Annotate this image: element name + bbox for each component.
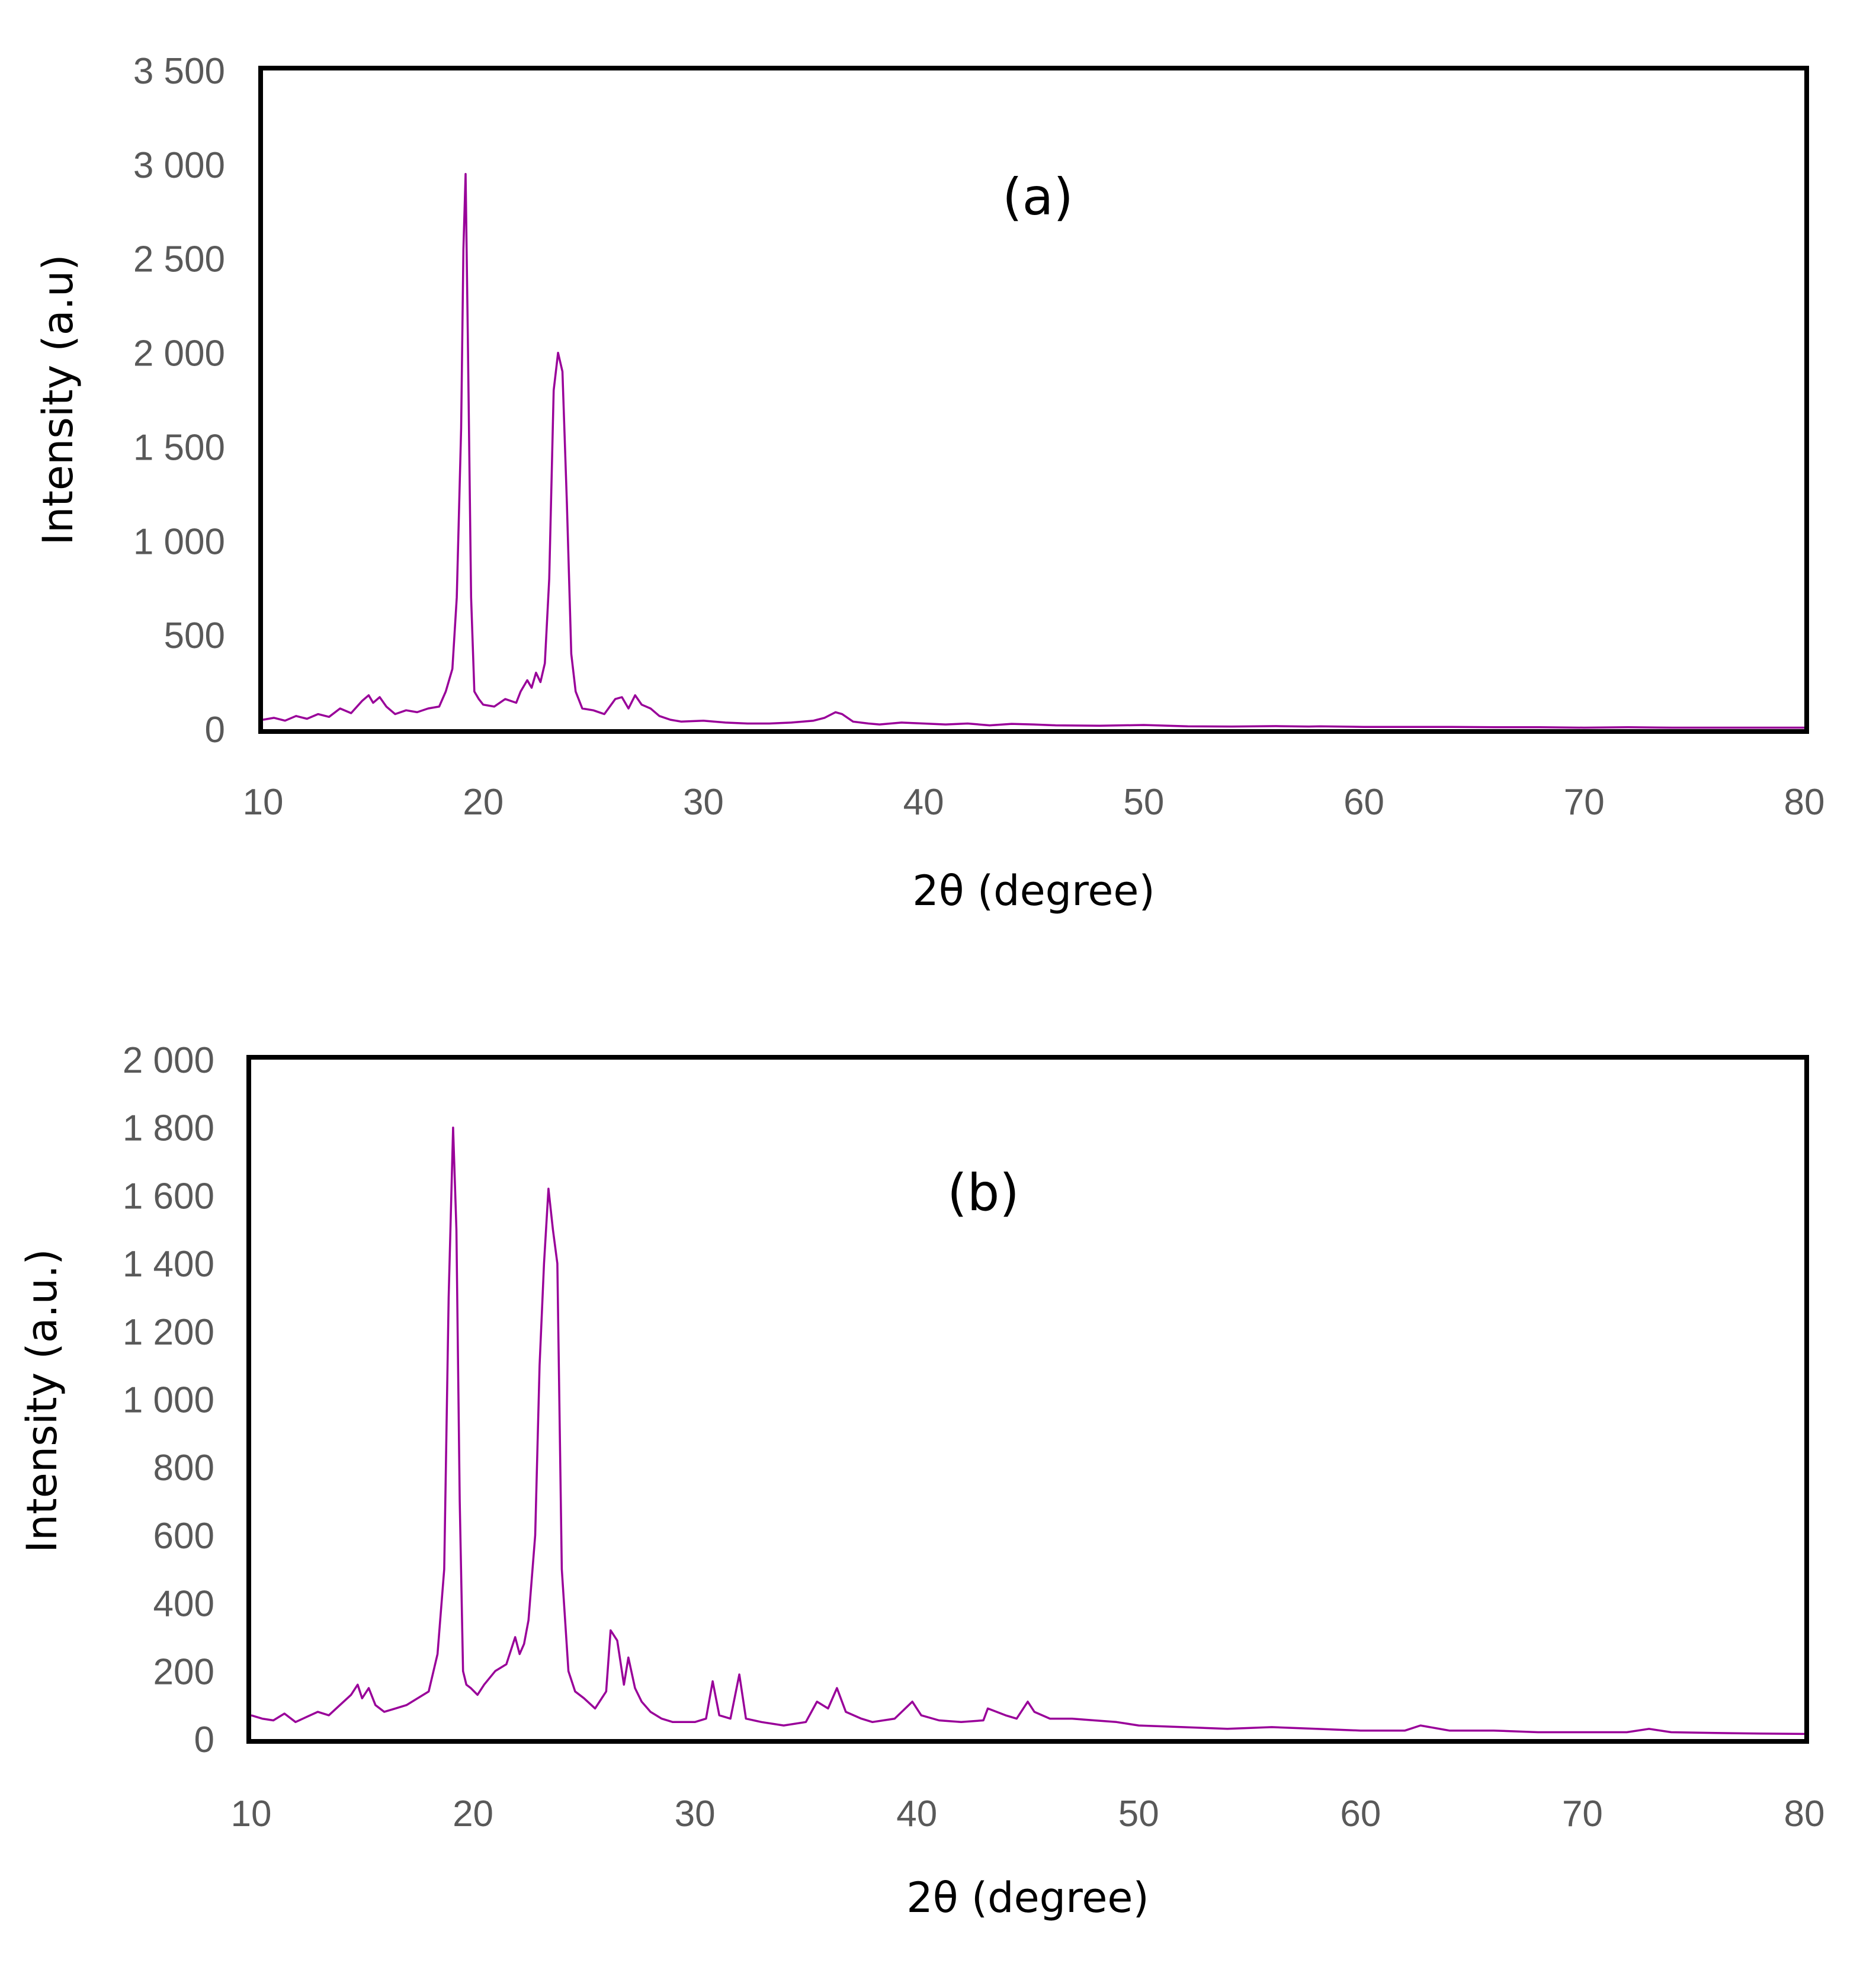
x-axis-label-b: 2θ (degree) bbox=[906, 1873, 1149, 1922]
y-tick-labels-b: 0 200 400 600 800 1 000 1 200 1 400 1 600 1 800 2 … bbox=[123, 1040, 214, 1760]
y-tick-label-b: 0 bbox=[194, 1719, 214, 1760]
x-axis-label-a: 2θ (degree) bbox=[912, 867, 1155, 915]
plot-frame-a bbox=[258, 66, 1809, 734]
x-tick-labels-a: 10 20 30 40 50 60 70 80 bbox=[243, 782, 1825, 823]
series-line-a bbox=[262, 172, 1804, 729]
x-tick-label-b: 70 bbox=[1562, 1794, 1603, 1834]
y-tick-label-b: 200 bbox=[153, 1651, 214, 1692]
panel-a: 0 500 1 000 1 500 2 000 2 500 3 000 3 500 10 20 3… bbox=[34, 51, 1824, 915]
x-tick-label-b: 60 bbox=[1340, 1794, 1381, 1834]
y-tick-label-a: 500 bbox=[164, 615, 225, 656]
x-tick-label-a: 40 bbox=[903, 782, 944, 823]
y-tick-label-a: 3 000 bbox=[133, 145, 225, 186]
y-tick-label-b: 800 bbox=[153, 1448, 214, 1488]
x-tick-label-b: 40 bbox=[896, 1794, 937, 1834]
x-tick-label-b: 50 bbox=[1118, 1794, 1159, 1834]
y-tick-label-a: 2 000 bbox=[133, 333, 225, 374]
x-tick-labels-b: 10 20 30 40 50 60 70 80 bbox=[231, 1794, 1825, 1834]
x-tick-label-a: 60 bbox=[1343, 782, 1384, 823]
x-tick-label-b: 10 bbox=[231, 1794, 272, 1834]
y-tick-label-b: 400 bbox=[153, 1584, 214, 1625]
plot-frame-b bbox=[246, 1055, 1809, 1744]
x-tick-label-b: 30 bbox=[675, 1794, 716, 1834]
series-line-b bbox=[251, 1126, 1805, 1735]
y-tick-label-b: 1 600 bbox=[123, 1176, 214, 1217]
series-group-b bbox=[251, 1126, 1805, 1735]
x-tick-label-b: 80 bbox=[1784, 1794, 1825, 1834]
y-tick-label-a: 1 000 bbox=[133, 521, 225, 562]
y-axis-label-b: Intensity (a.u.) bbox=[18, 1249, 66, 1552]
panel-annotation-a: (a) bbox=[1002, 168, 1073, 227]
y-axis-label-a: Intensity (a.u) bbox=[34, 254, 82, 545]
y-tick-label-a: 2 500 bbox=[133, 239, 225, 280]
x-tick-label-a: 50 bbox=[1123, 782, 1164, 823]
y-tick-label-a: 1 500 bbox=[133, 427, 225, 468]
panel-annotation-b: (b) bbox=[947, 1163, 1019, 1223]
y-tick-label-b: 600 bbox=[153, 1516, 214, 1557]
y-tick-label-b: 1 800 bbox=[123, 1108, 214, 1149]
x-tick-label-a: 70 bbox=[1564, 782, 1605, 823]
y-tick-label-a: 0 bbox=[205, 710, 225, 750]
x-tick-label-b: 20 bbox=[453, 1794, 493, 1834]
x-tick-label-a: 10 bbox=[243, 782, 284, 823]
x-tick-label-a: 30 bbox=[683, 782, 724, 823]
y-tick-label-b: 1 200 bbox=[123, 1312, 214, 1353]
y-tick-label-a: 3 500 bbox=[133, 51, 225, 92]
y-tick-label-b: 1 400 bbox=[123, 1244, 214, 1285]
series-group-a bbox=[262, 172, 1804, 729]
y-tick-labels-a: 0 500 1 000 1 500 2 000 2 500 3 000 3 500 bbox=[133, 51, 225, 750]
panel-b: 0 200 400 600 800 1 000 1 200 1 400 1 600 1 800 2 … bbox=[18, 1040, 1824, 1922]
x-tick-label-a: 20 bbox=[463, 782, 504, 823]
x-tick-label-a: 80 bbox=[1784, 782, 1825, 823]
y-tick-label-b: 1 000 bbox=[123, 1380, 214, 1421]
y-tick-label-b: 2 000 bbox=[123, 1040, 214, 1081]
